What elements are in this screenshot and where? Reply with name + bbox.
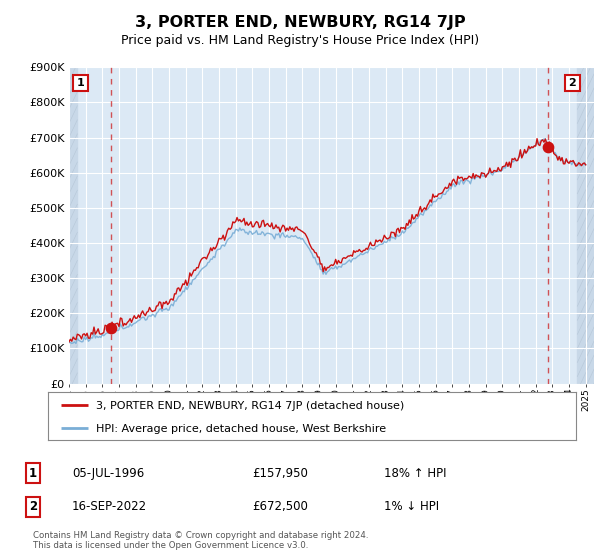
Point <box>107 324 116 333</box>
Text: 18% ↑ HPI: 18% ↑ HPI <box>384 466 446 480</box>
Text: 2: 2 <box>568 78 576 88</box>
Text: 1: 1 <box>77 78 85 88</box>
Text: 2: 2 <box>29 500 37 514</box>
Text: Price paid vs. HM Land Registry's House Price Index (HPI): Price paid vs. HM Land Registry's House … <box>121 34 479 47</box>
Text: 1: 1 <box>29 466 37 480</box>
Point <box>543 143 553 152</box>
Text: 16-SEP-2022: 16-SEP-2022 <box>72 500 147 514</box>
Polygon shape <box>577 67 594 384</box>
Text: 3, PORTER END, NEWBURY, RG14 7JP: 3, PORTER END, NEWBURY, RG14 7JP <box>134 15 466 30</box>
Text: 05-JUL-1996: 05-JUL-1996 <box>72 466 144 480</box>
Text: Contains HM Land Registry data © Crown copyright and database right 2024.
This d: Contains HM Land Registry data © Crown c… <box>33 531 368 550</box>
Text: 3, PORTER END, NEWBURY, RG14 7JP (detached house): 3, PORTER END, NEWBURY, RG14 7JP (detach… <box>95 402 404 411</box>
Text: 1% ↓ HPI: 1% ↓ HPI <box>384 500 439 514</box>
Text: HPI: Average price, detached house, West Berkshire: HPI: Average price, detached house, West… <box>95 424 386 433</box>
Text: £672,500: £672,500 <box>252 500 308 514</box>
Polygon shape <box>69 67 77 384</box>
Text: £157,950: £157,950 <box>252 466 308 480</box>
